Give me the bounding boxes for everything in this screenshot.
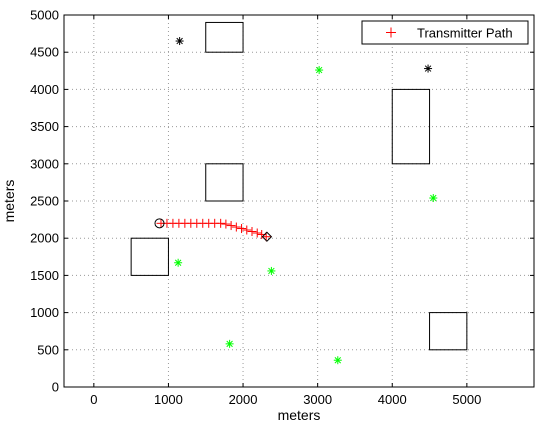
x-tick-label: 4000 (378, 392, 407, 407)
black-star-marker (176, 37, 184, 45)
y-tick-label: 1000 (30, 305, 59, 320)
y-tick-label: 500 (37, 342, 59, 357)
green-star-marker (429, 194, 437, 202)
x-tick-label: 5000 (452, 392, 481, 407)
y-tick-label: 4000 (30, 82, 59, 97)
x-tick-label: 3000 (303, 392, 332, 407)
x-tick-label: 1000 (154, 392, 183, 407)
green-star-marker (174, 259, 182, 267)
y-tick-label: 1500 (30, 268, 59, 283)
y-tick-label: 2000 (30, 231, 59, 246)
plot-area (64, 15, 534, 387)
x-tick-label: 2000 (229, 392, 258, 407)
y-tick-label: 0 (52, 380, 59, 395)
green-star-marker (334, 356, 342, 364)
x-axis-label: meters (278, 407, 321, 423)
y-tick-label: 5000 (30, 8, 59, 23)
y-tick-label: 3500 (30, 119, 59, 134)
y-axis-label: meters (1, 180, 17, 223)
black-star-marker (424, 65, 432, 73)
green-star-marker (226, 340, 234, 348)
x-tick-label: 0 (90, 392, 97, 407)
legend-label-transmitter-path: Transmitter Path (417, 26, 513, 41)
green-star-marker (267, 267, 275, 275)
y-tick-label: 3000 (30, 156, 59, 171)
y-tick-label: 2500 (30, 194, 59, 209)
green-star-marker (315, 66, 323, 74)
legend: Transmitter Path (362, 21, 528, 44)
y-tick-label: 4500 (30, 45, 59, 60)
